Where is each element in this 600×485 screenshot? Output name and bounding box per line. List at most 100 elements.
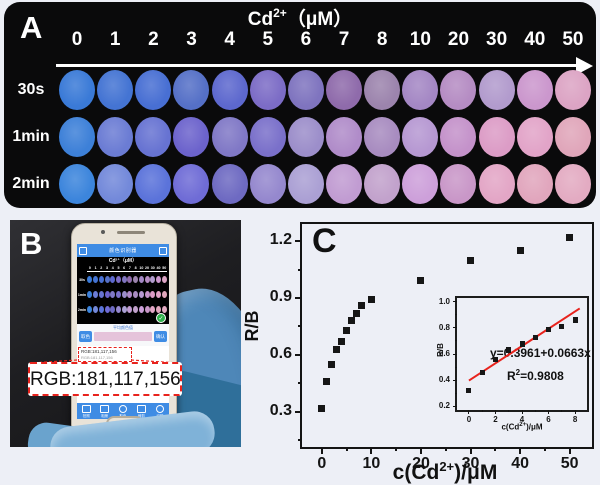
smartphone: 颜色识别器 Cd²⁺（μM） 0 1 2 3 4 5 6 7 8 10 20 30 40 50 30s 1m… [71,223,177,439]
error-bar-cap [572,316,578,318]
data-point [338,338,346,346]
arrow-head-icon [576,57,593,75]
assay-dot [402,164,439,204]
y-minor-tick [298,268,302,271]
r-squared-value: R2=0.9808 [507,368,564,383]
mini-concentration-value: 10 [139,266,144,270]
mini-cell [150,276,156,283]
xlabel-unit: )/μM [454,461,498,484]
mini-concentration-value: 20 [145,266,150,270]
assay-dot [516,164,553,204]
data-point [559,323,565,329]
mini-assay-dot [110,306,116,313]
mini-concentration-value: 7 [128,266,131,270]
x-tick-label: 10 [362,455,381,472]
x-tick-mark [469,447,472,454]
x-tick-label: 8 [572,415,578,424]
mini-cell [155,291,162,298]
assay-dot [249,70,286,110]
data-point [532,334,538,340]
assay-dot [135,70,172,110]
y-tick-mark [453,379,457,381]
assay-dot [249,117,286,157]
mini-row-label: 2min [77,307,87,312]
x-tick-mark [320,447,323,454]
assay-dot [440,70,477,110]
assay-cell [478,70,516,110]
assay-dot [211,117,248,157]
assay-dot [135,164,172,204]
data-point [328,360,336,368]
toolbar-item-label: 相册 [101,413,109,418]
concentration-value: 40 [524,29,546,50]
x-minor-tick [444,447,447,451]
y-tick-mark [453,405,457,407]
mini-dot-row: 30s [77,272,169,287]
mini-dot-row: 1min [77,287,169,302]
assay-dot [173,70,210,110]
mini-assay-dot [133,291,139,298]
assay-cell [516,70,554,110]
mini-assay-dot [104,276,110,283]
mini-concentration-value: 4 [111,266,114,270]
x-tick-label: 6 [546,415,551,424]
assay-dot [516,70,553,110]
row-time-label: 2min [12,175,50,192]
assay-cell [211,117,249,157]
mini-cell [93,291,99,298]
mini-cell [115,291,122,298]
assay-dot [402,117,439,157]
title-text: Cd [247,9,274,30]
assay-cell [516,164,554,204]
concentration-scale: 0 1 2 3 4 5 6 7 8 10 20 30 40 50 [58,28,592,52]
concentration-value: 4 [224,29,235,50]
x-tick-mark [548,410,550,414]
assay-dot-row [58,164,592,204]
data-point [348,317,356,325]
toolbar-item: 拍照 [77,403,95,419]
average-color-swatch [94,332,152,341]
y-tick-mark [295,297,302,300]
inset-x-axis-label: c(Cd2+)/μM [457,422,587,432]
pick-color-button: 取色 [79,331,92,342]
assay-cell [96,117,134,157]
concentration-value: 6 [300,29,312,50]
mini-assay-dot [150,276,156,283]
rgb-callout-box: RGB:181,117,156 [28,362,182,396]
mini-assay-dot [110,276,116,283]
assay-cell [439,117,477,157]
mini-assay-dot [144,306,150,313]
assay-cell [401,117,439,157]
y-tick-mark [295,353,302,356]
mini-assay-dot [133,306,139,313]
assay-cell [287,164,325,204]
assay-cell [478,164,516,204]
assay-dot [97,164,134,204]
mini-cell [144,276,150,283]
r2-value: =0.9808 [520,369,564,383]
panel-c-plot: R/B C 0 10 20 30 40 50 0.3 0.6 0.9 1.2 c(Cd2+)/μM… [242,212,600,484]
mini-assay-dot [127,306,133,313]
assay-dot [173,164,210,204]
data-point [318,404,326,412]
assay-cell [211,70,249,110]
x-tick-mark [468,410,470,414]
mini-assay-dot [150,306,156,313]
assay-cell [96,164,134,204]
mini-cell [115,306,122,313]
captured-assay-image: Cd²⁺（μM） 0 1 2 3 4 5 6 7 8 10 20 30 40 50 30s 1min 2min… [77,257,169,324]
mini-assay-dot [138,291,144,298]
fit-line [468,307,581,382]
front-camera-icon [101,230,105,234]
swatch-label: 平均颜色值 [113,325,133,330]
rgb-result-text: RGB:181,117,156 [81,349,117,354]
assay-dot [59,70,96,110]
assay-cell [211,164,249,204]
mini-assay-dot [150,291,156,298]
mini-concentration-scale: 0 1 2 3 4 5 6 7 8 10 20 30 40 50 [87,265,167,271]
mini-cell [121,306,127,313]
mini-concentration-value: 50 [162,266,167,270]
mini-assay-dot [87,306,93,313]
mini-cell [127,291,133,298]
